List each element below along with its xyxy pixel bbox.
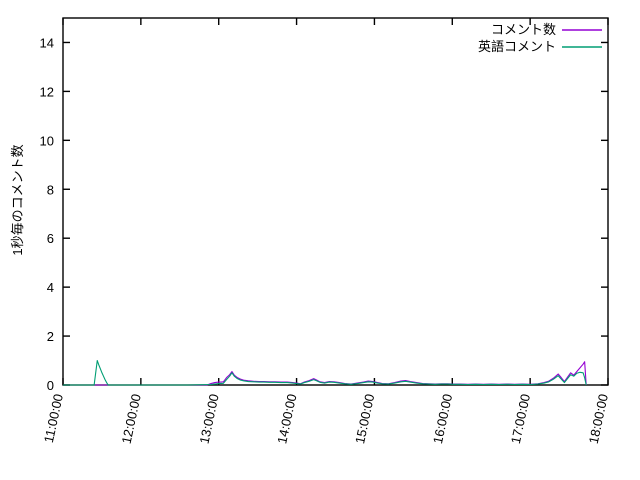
plot-border <box>62 17 609 386</box>
y-tick-label: 6 <box>47 231 54 246</box>
y-tick-label: 0 <box>47 378 54 393</box>
y-axis-title: 1秒毎のコメント数 <box>10 144 25 255</box>
y-tick-label: 2 <box>47 329 54 344</box>
data-series-group <box>63 359 587 386</box>
y-tick-label: 4 <box>47 280 54 295</box>
y-axis-ticks: 0 2 4 6 8 10 12 14 <box>40 35 608 393</box>
y-tick-label: 8 <box>47 182 54 197</box>
series-line-2 <box>63 359 587 386</box>
y-tick-label: 10 <box>40 133 54 148</box>
y-tick-label: 14 <box>40 35 54 50</box>
legend-label-2: 英語コメント <box>478 39 556 54</box>
legend-label-1: コメント数 <box>491 22 556 37</box>
y-tick-label: 12 <box>40 84 54 99</box>
